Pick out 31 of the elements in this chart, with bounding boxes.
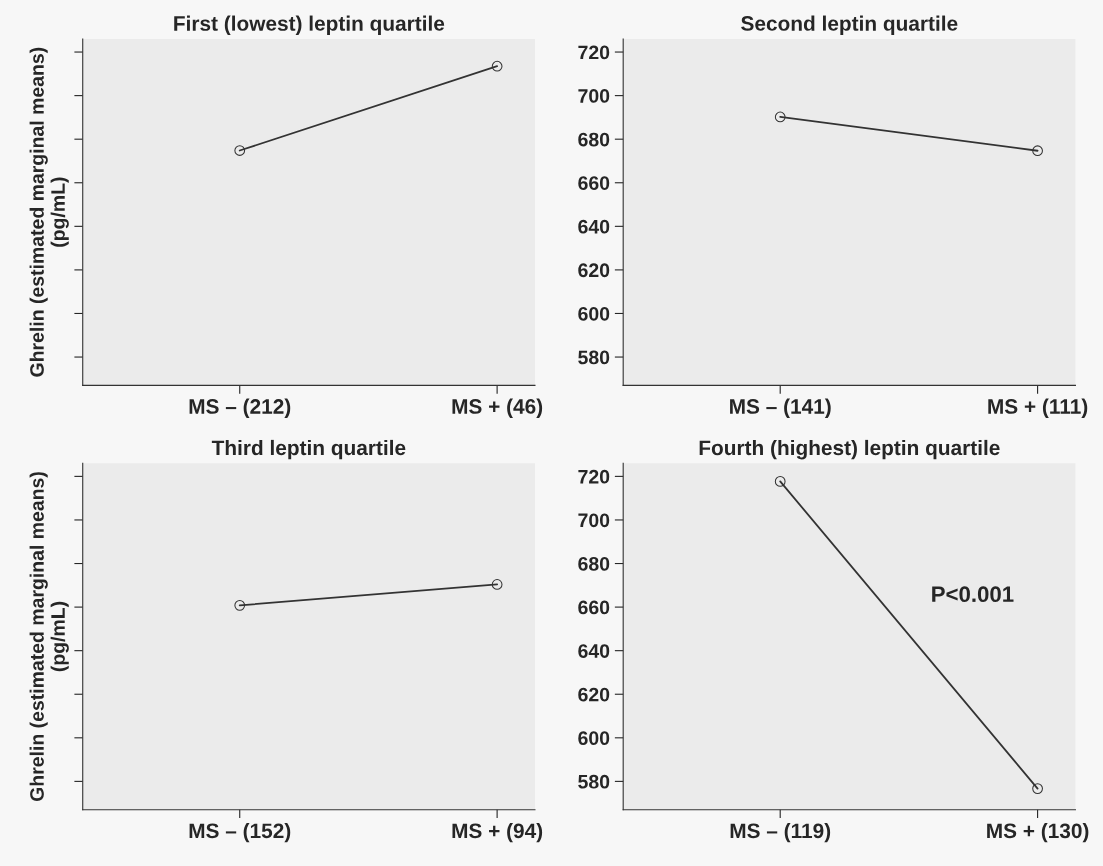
y-tick-label: 640	[578, 219, 610, 234]
chart-title: First (lowest) leptin quartile	[174, 15, 445, 35]
y-tick-label: 680	[578, 132, 610, 147]
y-tick-label: 600	[578, 731, 610, 746]
y-axis-title: Ghrelin (estimated marginal means) (pg/mL)	[29, 47, 69, 377]
y-tick-label: 660	[578, 176, 610, 190]
x-tick-label: MS – (212)	[189, 398, 291, 418]
x-tick-label: MS + (46)	[452, 398, 543, 418]
y-tick-label: 720	[578, 469, 610, 484]
y-tick-label: 620	[578, 263, 610, 278]
y-tick-label: 660	[578, 600, 610, 615]
y-tick-label: 680	[578, 556, 610, 571]
y-tick-label: 700	[578, 89, 610, 103]
y-tick-label: 580	[578, 350, 610, 365]
y-tick-label: 600	[578, 306, 610, 321]
y-tick-label: 720	[578, 45, 610, 60]
x-tick-label: MS + (94)	[452, 822, 543, 843]
x-tick-label: MS – (119)	[730, 822, 831, 843]
chart-title: Third leptin quartile	[211, 439, 406, 460]
y-tick-label: 620	[578, 687, 610, 702]
y-tick-label: 580	[578, 774, 610, 789]
x-tick-label: MS + (111)	[988, 398, 1088, 418]
chart-title: Fourth (highest) leptin quartile	[699, 439, 1000, 460]
x-tick-label: MS – (152)	[189, 822, 291, 843]
y-axis-title: Ghrelin (estimated marginal means) (pg/mL)	[29, 472, 69, 802]
y-tick-label: 700	[578, 513, 610, 528]
x-tick-label: MS + (130)	[987, 822, 1089, 843]
chart-title: Second leptin quartile	[741, 15, 958, 35]
y-tick-label: 640	[578, 644, 610, 658]
x-tick-label: MS – (141)	[730, 398, 831, 418]
annotation: P<0.001	[932, 586, 1014, 603]
